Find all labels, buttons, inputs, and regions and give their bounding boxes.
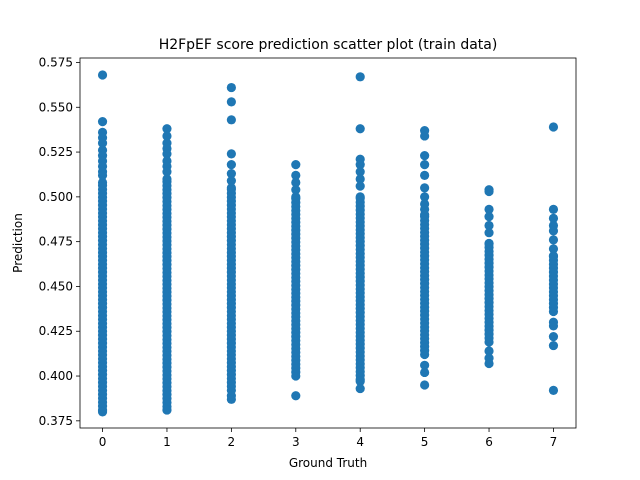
y-tick-label: 0.525 xyxy=(39,145,73,159)
data-point xyxy=(355,383,365,394)
data-point xyxy=(548,340,559,351)
data-point xyxy=(162,149,172,159)
data-point xyxy=(484,211,494,222)
data-point xyxy=(355,160,365,170)
y-tick-label: 0.375 xyxy=(39,414,73,428)
data-point xyxy=(548,385,559,395)
data-point xyxy=(97,117,108,127)
data-point xyxy=(291,185,301,195)
data-point xyxy=(97,407,108,417)
data-point xyxy=(484,346,494,356)
y-tick-label: 0.550 xyxy=(39,100,73,114)
data-point xyxy=(420,367,430,378)
data-point xyxy=(226,394,236,404)
data-point xyxy=(420,204,430,215)
y-tick-label: 0.450 xyxy=(39,279,73,293)
x-axis: 0 1 2 3 4 5 6 7 xyxy=(99,428,558,449)
chart-title: H2FpEF score prediction scatter plot (tr… xyxy=(159,37,498,53)
data-point xyxy=(548,321,559,331)
data-point xyxy=(548,332,559,342)
data-point xyxy=(226,183,236,193)
x-tick-label: 4 xyxy=(356,435,364,449)
data-point xyxy=(355,181,365,191)
data-point xyxy=(548,122,559,132)
data-point xyxy=(420,192,430,202)
data-point xyxy=(162,167,172,177)
data-point xyxy=(226,168,236,179)
y-tick-label: 0.500 xyxy=(39,190,73,204)
data-point xyxy=(226,160,236,170)
data-point xyxy=(162,405,172,415)
data-point xyxy=(484,186,494,197)
x-tick-label: 1 xyxy=(163,435,171,449)
data-point xyxy=(291,177,301,188)
x-tick-label: 0 xyxy=(99,435,107,449)
data-point xyxy=(548,213,559,223)
data-point xyxy=(420,360,430,370)
data-point xyxy=(355,376,365,387)
data-point xyxy=(226,115,236,125)
data-point xyxy=(97,70,108,80)
data-point xyxy=(420,380,430,390)
data-point xyxy=(291,391,301,401)
data-point xyxy=(420,151,430,161)
data-point xyxy=(484,358,494,369)
data-point xyxy=(484,228,494,238)
data-point xyxy=(420,183,430,193)
y-axis: 0.375 0.400 0.425 0.450 0.475 0.500 0.525 0.550… xyxy=(39,55,80,428)
data-point xyxy=(291,160,301,170)
data-point xyxy=(226,82,236,93)
x-tick-label: 6 xyxy=(485,435,493,449)
data-point xyxy=(97,170,108,180)
y-tick-label: 0.575 xyxy=(39,55,73,69)
data-point xyxy=(548,244,559,254)
x-axis-label: Ground Truth xyxy=(289,456,367,470)
data-point xyxy=(420,131,430,141)
data-point xyxy=(548,226,559,236)
x-tick-label: 5 xyxy=(421,435,429,449)
data-points xyxy=(97,70,559,417)
data-point xyxy=(162,131,172,141)
data-point xyxy=(484,204,494,215)
data-point xyxy=(226,97,236,107)
data-point xyxy=(162,174,172,184)
x-tick-label: 3 xyxy=(292,435,300,449)
data-point xyxy=(355,167,365,177)
data-point xyxy=(355,174,365,184)
data-point xyxy=(97,138,108,148)
data-point xyxy=(484,238,494,249)
y-tick-label: 0.425 xyxy=(39,324,73,338)
data-point xyxy=(548,251,559,261)
x-tick-label: 2 xyxy=(228,435,236,449)
data-point xyxy=(355,192,365,202)
x-tick-label: 7 xyxy=(550,435,558,449)
data-point xyxy=(484,220,494,231)
y-axis-label: Prediction xyxy=(11,213,25,273)
data-point xyxy=(355,72,365,82)
data-point xyxy=(291,170,301,180)
data-point xyxy=(226,176,236,186)
y-tick-label: 0.400 xyxy=(39,369,73,383)
data-point xyxy=(420,160,430,170)
data-point xyxy=(291,192,301,202)
data-point xyxy=(420,170,430,180)
data-point xyxy=(355,124,365,134)
data-point xyxy=(548,235,559,245)
data-point xyxy=(548,204,559,215)
plot-frame xyxy=(79,57,577,429)
data-point xyxy=(226,149,236,159)
data-point xyxy=(97,177,108,188)
y-tick-label: 0.475 xyxy=(39,235,73,249)
data-point xyxy=(162,124,172,134)
